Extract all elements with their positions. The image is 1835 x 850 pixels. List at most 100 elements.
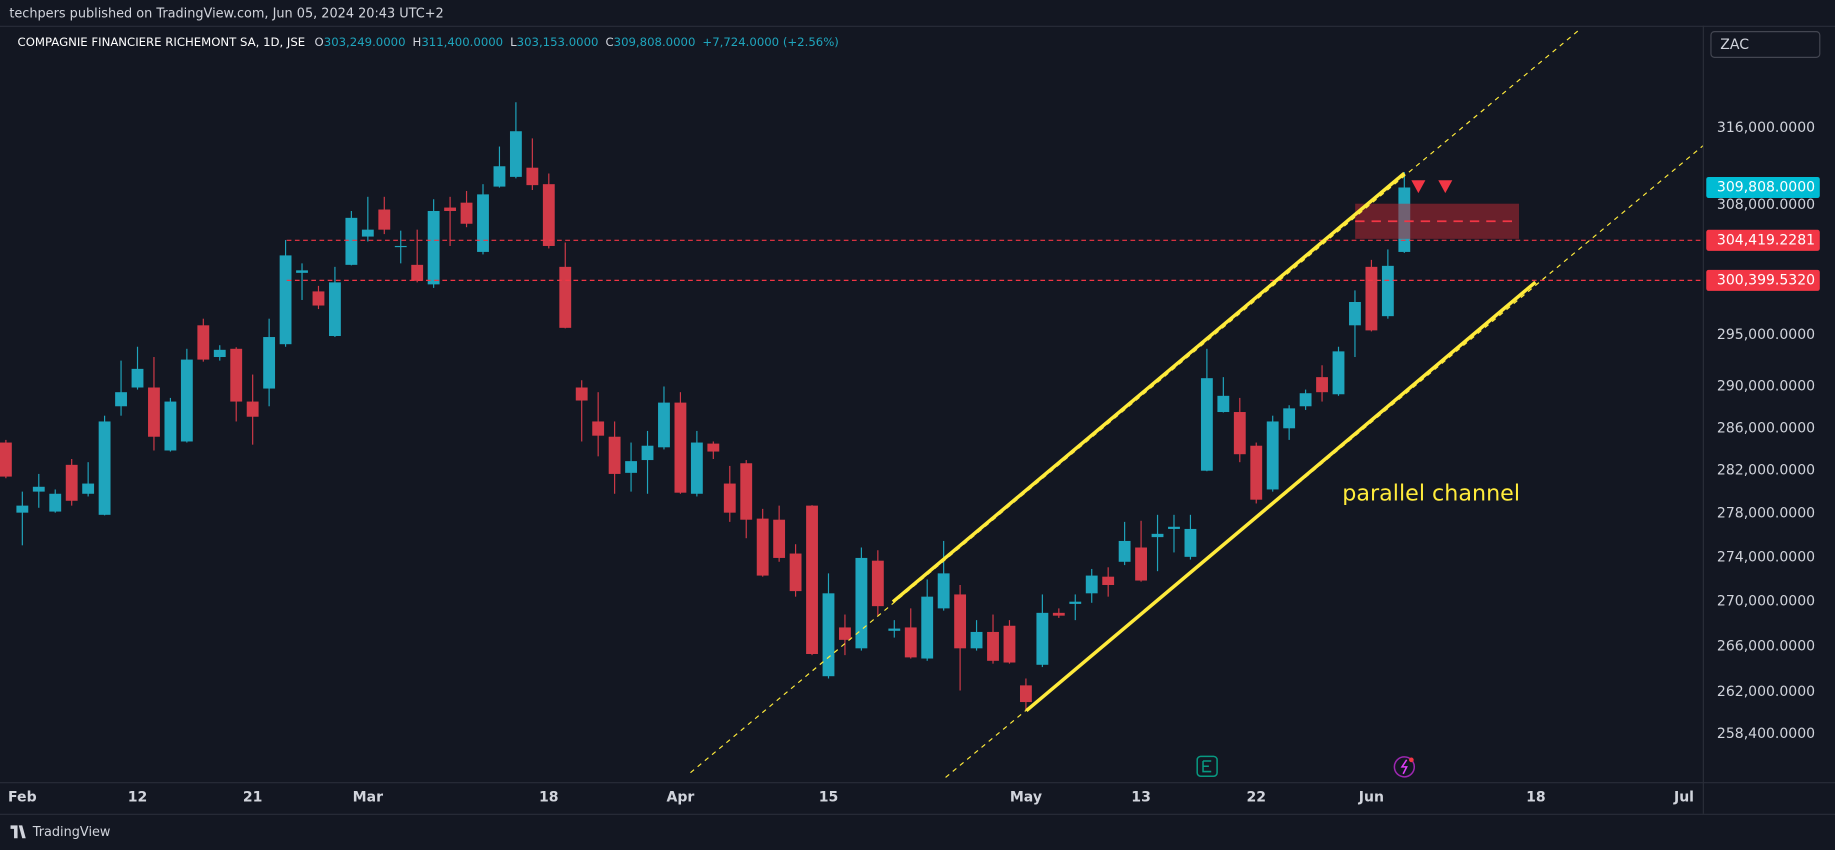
ohlc-key: O — [315, 35, 324, 49]
candle-body — [509, 131, 522, 177]
x-tick-label: 21 — [243, 789, 263, 805]
y-tick-label: 282,000.0000 — [1717, 463, 1815, 479]
candle-body — [1151, 533, 1164, 538]
candle-body — [361, 229, 374, 237]
y-tick-label: 278,000.0000 — [1717, 506, 1815, 522]
candle-body — [1332, 351, 1345, 395]
candle-body — [756, 518, 769, 576]
x-tick-label: May — [1010, 789, 1042, 805]
event-icon[interactable] — [1393, 756, 1416, 778]
candle-body — [954, 594, 967, 649]
candle-body — [740, 463, 753, 520]
ohlc-value: 309,808.0000 — [614, 35, 696, 49]
candle-body — [213, 349, 226, 358]
x-tick-label: 22 — [1246, 789, 1266, 805]
candle-body — [658, 402, 670, 448]
y-tick-label: 274,000.0000 — [1717, 549, 1815, 565]
drawings — [690, 28, 1703, 778]
candle-body — [1036, 612, 1049, 665]
candle-body — [559, 266, 572, 328]
candle-body — [690, 442, 703, 494]
candle-body — [904, 627, 917, 658]
candle-body — [1085, 575, 1098, 594]
y-tick-label: 286,000.0000 — [1717, 420, 1815, 436]
candle-body — [148, 387, 160, 437]
candle-body — [987, 631, 999, 661]
candle-body — [477, 194, 489, 252]
candle-body — [1184, 528, 1197, 557]
candle-body — [1316, 377, 1328, 393]
candle-body — [937, 573, 950, 609]
candle-body — [1019, 685, 1032, 703]
candle-body — [707, 443, 720, 452]
channel-upper — [891, 171, 1406, 604]
candle-body — [871, 560, 884, 607]
candle-body — [460, 202, 473, 224]
candle-body — [1052, 612, 1065, 616]
candle-body — [197, 325, 210, 360]
candle-body — [1069, 601, 1082, 604]
candle-body — [312, 291, 325, 306]
candle-body — [65, 464, 78, 501]
candle-body — [822, 593, 835, 677]
ohlc-key: H — [413, 35, 422, 49]
candle-body — [164, 401, 177, 451]
currency[interactable]: ZAC — [1720, 37, 1749, 53]
x-tick-label: 13 — [1131, 789, 1151, 805]
price-line-box — [1706, 269, 1820, 291]
y-tick-label: 290,000.0000 — [1717, 378, 1815, 394]
ohlc-key: L — [510, 35, 517, 49]
x-tick-label: Jul — [1673, 789, 1694, 805]
candle-body — [427, 210, 440, 285]
candle-body — [246, 401, 259, 417]
y-tick-label: 316,000.0000 — [1717, 120, 1815, 136]
y-tick-label: 295,000.0000 — [1717, 327, 1815, 343]
candle-body — [345, 217, 358, 265]
earnings-icon[interactable] — [1196, 755, 1218, 778]
candle-body — [1233, 412, 1246, 455]
price-line-label: 304,419.2281 — [1717, 232, 1815, 248]
candle-body — [131, 368, 144, 388]
candle-body — [378, 209, 391, 230]
change: +7,724.0000 (+2.56%) — [702, 35, 838, 49]
candle-body — [1003, 625, 1016, 663]
candle-body — [641, 445, 654, 461]
candle-body — [674, 402, 687, 493]
ohlc-key: C — [605, 35, 613, 49]
x-tick-label: 18 — [1526, 789, 1546, 805]
last-price-label: 309,808.0000 — [1717, 179, 1815, 195]
candle-body — [0, 442, 12, 477]
sell-marker — [1411, 180, 1426, 194]
y-tick-label: 266,000.0000 — [1717, 639, 1815, 655]
candle-body — [1365, 266, 1378, 331]
x-tick-label: Apr — [667, 789, 695, 805]
candle-body — [855, 557, 868, 649]
candle-body — [1168, 526, 1180, 529]
currency-box[interactable] — [1710, 31, 1821, 58]
candle-body — [1250, 445, 1263, 500]
candle-body — [608, 436, 621, 474]
axes: 316,000.0000 308,000.0000 295,000.0000 290,… — [8, 120, 1820, 805]
candle-body — [1102, 576, 1115, 585]
candle-body — [592, 421, 605, 436]
candle-body — [82, 483, 95, 494]
symbol-legend: COMPAGNIE FINANCIERE RICHEMONT SA, 1D, J… — [18, 35, 839, 49]
candle-body — [98, 421, 111, 515]
candle-body — [839, 627, 851, 640]
candle-body — [1217, 395, 1230, 413]
x-tick-label: 12 — [128, 789, 148, 805]
candle-body — [230, 348, 243, 402]
candle-body — [493, 166, 506, 187]
candle-body — [773, 519, 786, 558]
annotation: parallel channel — [1342, 481, 1520, 507]
candle-body — [49, 493, 62, 512]
candle-body — [296, 270, 308, 273]
brand: TradingView — [32, 825, 111, 840]
publisher: techpers published on TradingView.com, J… — [9, 7, 443, 22]
plot-area — [0, 102, 1703, 711]
candle-body — [16, 505, 29, 513]
candle-body — [411, 264, 424, 281]
